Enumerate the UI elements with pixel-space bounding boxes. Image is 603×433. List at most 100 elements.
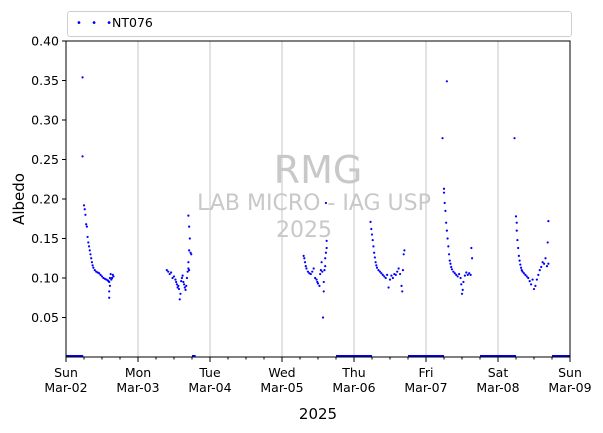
data-point [458, 272, 461, 276]
data-point [524, 273, 527, 276]
data-point [323, 269, 326, 272]
data-point [108, 280, 111, 284]
data-point [381, 273, 384, 276]
data-point [398, 272, 402, 276]
data-point [303, 261, 307, 264]
data-point [525, 275, 528, 278]
data-point [460, 292, 464, 295]
data-point [184, 288, 187, 291]
data-point [547, 262, 550, 265]
data-point [461, 288, 464, 291]
data-point [442, 191, 446, 194]
data-point [465, 271, 468, 274]
data-point [175, 283, 178, 286]
data-point [470, 257, 474, 260]
data-point [81, 155, 84, 158]
legend-box: • • • NT076 [67, 11, 572, 37]
data-point [384, 276, 387, 280]
data-point [187, 214, 190, 217]
data-point [108, 290, 111, 293]
data-point [325, 246, 328, 250]
data-point [325, 239, 328, 242]
data-point [320, 261, 323, 264]
data-point [470, 246, 473, 250]
data-point [108, 296, 111, 299]
data-point [84, 213, 87, 216]
data-point [318, 284, 321, 287]
data-point [373, 256, 376, 259]
data-point [108, 284, 112, 287]
data-point [450, 265, 453, 269]
watermark: RMG LAB MICRO - IAG USP 2025 [197, 148, 431, 243]
data-point [167, 270, 170, 273]
x-tick-date: Mar-04 [188, 380, 231, 395]
data-point [93, 269, 96, 272]
data-point [92, 266, 95, 269]
x-tick-day: Fri [419, 365, 434, 380]
y-tick-label: 0.20 [31, 192, 59, 207]
data-point [183, 286, 186, 289]
x-tick-day: Wed [268, 365, 295, 380]
data-point [175, 280, 178, 284]
data-point [527, 276, 530, 280]
y-axis-label: Albedo [10, 173, 28, 225]
y-tick-label: 0.10 [31, 271, 59, 286]
data-point [371, 238, 374, 242]
data-point [530, 283, 533, 286]
data-point [515, 221, 518, 224]
data-point [369, 220, 372, 224]
data-point [442, 187, 446, 190]
data-point [400, 284, 403, 287]
data-point [448, 259, 451, 262]
data-point [540, 265, 543, 269]
data-point [88, 249, 91, 252]
data-point [188, 237, 191, 240]
data-point [519, 266, 523, 269]
data-point [87, 241, 90, 244]
data-point [446, 237, 449, 240]
data-point [443, 201, 446, 205]
data-point [303, 257, 306, 260]
data-point [391, 276, 394, 280]
data-point [544, 257, 547, 260]
data-point [521, 270, 524, 273]
data-point [402, 253, 405, 256]
data-point [469, 273, 472, 276]
data-point [170, 271, 173, 274]
data-point [462, 280, 465, 284]
y-axis: 0.05 0.10 0.15 0.20 0.25 0.30 0.35 0.40 [31, 34, 66, 325]
data-point [321, 270, 324, 273]
data-point [312, 267, 315, 270]
data-point [110, 276, 114, 280]
data-point [81, 76, 84, 79]
data-point [532, 287, 536, 291]
data-point [401, 290, 404, 293]
data-point [388, 278, 392, 281]
data-point [373, 251, 376, 254]
data-point [401, 269, 405, 272]
data-point [322, 290, 325, 293]
y-tick-label: 0.05 [31, 310, 59, 325]
data-point [83, 208, 86, 211]
data-point [186, 270, 189, 273]
data-point [466, 273, 469, 276]
data-point [85, 223, 88, 226]
x-tick-day: Thu [341, 365, 365, 380]
watermark-line3: 2025 [276, 218, 332, 243]
data-point [100, 275, 104, 278]
y-tick-label: 0.25 [31, 152, 59, 167]
data-point [441, 137, 444, 140]
data-point [386, 273, 389, 276]
data-point [305, 267, 308, 270]
data-point [518, 259, 521, 262]
x-tick-date: Mar-06 [332, 380, 375, 395]
legend-marker-icon: • • • [76, 18, 116, 29]
data-point [516, 238, 519, 242]
data-point [311, 270, 314, 273]
data-point [519, 263, 522, 266]
data-point [168, 272, 171, 276]
data-point [304, 265, 307, 268]
data-point [545, 265, 549, 268]
data-point [324, 265, 327, 268]
data-point [396, 270, 399, 273]
